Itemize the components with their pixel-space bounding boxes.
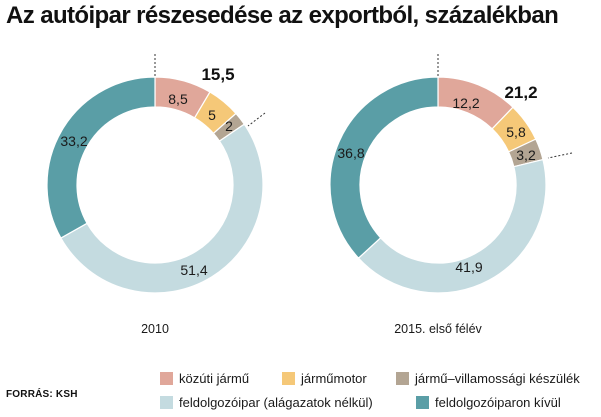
- legend-item-feldolgozoiparon-kivul: feldolgozóiparon kívül: [416, 394, 561, 411]
- legend-swatch-feldolgozoiparon-kivul: [416, 396, 429, 409]
- automotive-total-label: 15,5: [201, 65, 234, 84]
- legend-item-jarmumotor: járműmotor: [282, 370, 382, 387]
- legend-label: jármű–villamossági készülék: [415, 371, 580, 386]
- leader-line-side: [547, 152, 573, 159]
- legend-item-kozuti-jarmu: közúti jármű: [160, 370, 268, 387]
- donut-segment-feldolgozoipar: [357, 158, 547, 294]
- data-label-feldolgozoipar: 41,9: [455, 259, 482, 275]
- chart-caption: 2015. első félév: [394, 322, 482, 336]
- legend-label: járműmotor: [301, 371, 367, 386]
- data-label-motor: 5: [208, 107, 216, 123]
- data-label-kivul: 36,8: [337, 145, 364, 161]
- legend-item-villamossagi: jármű–villamossági készülék: [396, 370, 580, 387]
- source-note: FORRÁS: KSH: [6, 389, 78, 400]
- donut-segment-kivul: [329, 76, 439, 259]
- data-label-feldolgozoipar: 51,4: [180, 262, 207, 278]
- chart-caption: 2010: [141, 322, 169, 336]
- legend: közúti jármű járműmotor jármű–villamossá…: [160, 370, 600, 411]
- chart-title: Az autóipar részesedése az exportból, sz…: [6, 2, 559, 29]
- legend-swatch-jarmumotor: [282, 372, 295, 385]
- data-label-kozuti: 8,5: [168, 91, 188, 107]
- legend-swatch-feldolgozoipar: [160, 396, 173, 409]
- legend-item-feldolgozoipar: feldolgozóipar (alágazatok nélkül): [160, 394, 402, 411]
- leader-line-side: [247, 112, 266, 127]
- data-label-villamossagi: 3,2: [516, 147, 536, 163]
- automotive-total-label: 21,2: [504, 83, 537, 102]
- legend-label: közúti jármű: [179, 371, 250, 386]
- legend-label: feldolgozóipar (alágazatok nélkül): [179, 395, 373, 410]
- legend-label: feldolgozóiparon kívül: [435, 395, 561, 410]
- donut-segment-feldolgozoipar: [60, 123, 264, 294]
- data-label-motor: 5,8: [506, 124, 526, 140]
- data-label-kozuti: 12,2: [452, 95, 479, 111]
- legend-swatch-villamossagi: [396, 372, 409, 385]
- data-label-villamossagi: 2: [225, 118, 233, 134]
- legend-swatch-kozuti-jarmu: [160, 372, 173, 385]
- donut-segment-kivul: [46, 76, 156, 239]
- data-label-kivul: 33,2: [60, 133, 87, 149]
